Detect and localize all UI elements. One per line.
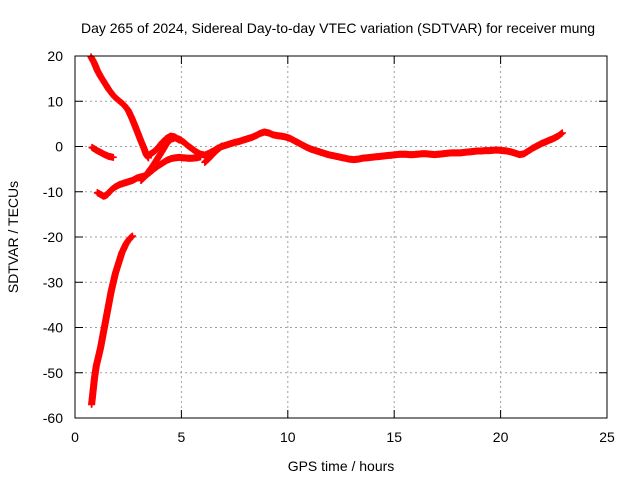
y-tick-label: 0: [55, 139, 63, 155]
data-point: [144, 154, 152, 162]
y-axis-label: SDTVAR / TECUs: [5, 181, 21, 293]
x-tick-label: 0: [71, 429, 79, 445]
x-tick-label: 25: [599, 429, 615, 445]
y-tick-label: -10: [43, 184, 63, 200]
data-point: [558, 129, 566, 137]
y-tick-label: -40: [43, 320, 63, 336]
y-tick-label: -20: [43, 229, 63, 245]
chart-title: Day 265 of 2024, Sidereal Day-to-day VTE…: [81, 20, 595, 36]
x-tick-label: 15: [386, 429, 402, 445]
data-point: [128, 232, 136, 240]
data-point: [109, 153, 117, 161]
x-tick-label: 5: [178, 429, 186, 445]
data-point: [218, 142, 226, 150]
y-tick-label: 10: [47, 93, 63, 109]
y-tick-label: -30: [43, 274, 63, 290]
y-tick-label: -60: [43, 410, 63, 426]
y-tick-label: -50: [43, 365, 63, 381]
y-tick-label: 20: [47, 48, 63, 64]
data-point: [175, 136, 183, 144]
x-axis-label: GPS time / hours: [288, 458, 395, 474]
x-tick-label: 10: [280, 429, 296, 445]
data-points: [87, 53, 566, 408]
x-tick-label: 20: [493, 429, 509, 445]
grid-lines: [75, 56, 607, 418]
axis-ticks: 0 5 10 15 20 25 -60 -50 -40 -30 -20 -10 0 10 20: [43, 48, 615, 445]
